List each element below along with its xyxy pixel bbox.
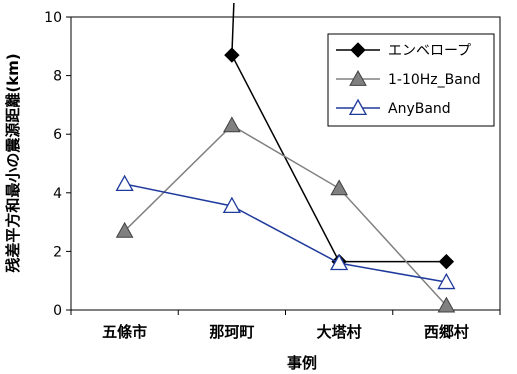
x-category-label: 大塔村	[317, 323, 362, 341]
series-line-offscale	[231, 2, 235, 56]
series-group	[115, 2, 456, 313]
data-point	[115, 174, 134, 192]
x-category-labels: 五條市 那珂町 大塔村 西郷村	[70, 310, 501, 341]
legend-marker	[350, 42, 366, 58]
series-2	[115, 174, 456, 290]
legend-marker	[348, 98, 368, 116]
data-point	[223, 116, 241, 133]
legend-marker	[349, 69, 367, 86]
x-axis-title: 事例	[287, 354, 317, 372]
y-tick-label: 0	[53, 303, 62, 319]
series-line	[124, 183, 447, 283]
legend-label: 1-10Hz_Band	[388, 72, 481, 88]
y-tick-label: 4	[53, 186, 62, 202]
data-point	[330, 253, 349, 271]
x-category-label: 西郷村	[424, 323, 469, 341]
legend-label: エンベロープ	[388, 43, 471, 59]
data-point	[115, 221, 134, 238]
data-point	[438, 253, 455, 270]
y-tick-labels: 0 2 4 6 8 10	[44, 10, 71, 319]
x-category-label: 五條市	[102, 323, 147, 341]
y-tick-label: 10	[44, 10, 62, 26]
legend-label: AnyBand	[388, 101, 451, 117]
data-point	[437, 296, 456, 313]
y-axis-title: 残差平方和最小の震源距離(km)	[4, 53, 22, 272]
data-point	[222, 196, 241, 214]
series-line	[124, 124, 447, 307]
data-point	[224, 47, 240, 63]
data-point	[437, 272, 456, 290]
y-tick-label: 8	[53, 69, 62, 85]
data-point	[330, 179, 348, 196]
y-tick-label: 2	[53, 244, 62, 260]
y-tick-label: 6	[53, 127, 62, 143]
series-1	[115, 116, 456, 313]
legend: エンベロープ 1-10Hz_Band AnyBand	[327, 33, 495, 127]
x-category-label: 那珂町	[209, 323, 254, 341]
